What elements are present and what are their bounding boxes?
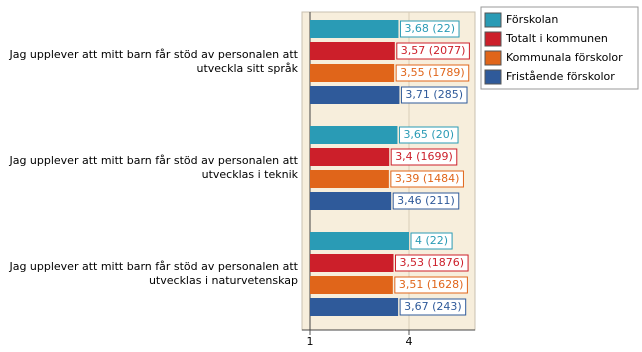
x-tick-label: 4 bbox=[406, 335, 413, 348]
data-label-box bbox=[398, 126, 459, 144]
data-label: 3,53 (1876) bbox=[399, 256, 464, 269]
data-label-box bbox=[394, 254, 469, 272]
bar bbox=[310, 298, 399, 316]
legend-swatch bbox=[484, 69, 502, 85]
category-label: Jag upplever att mitt barn får stöd av p… bbox=[9, 260, 298, 287]
data-label-box bbox=[399, 298, 467, 316]
legend-label: Kommunala förskolor bbox=[506, 51, 623, 64]
data-label: 3,39 (1484) bbox=[395, 172, 460, 185]
bar bbox=[310, 86, 400, 104]
data-label-box bbox=[395, 64, 470, 82]
data-label: 3,4 (1699) bbox=[395, 150, 453, 163]
bar bbox=[310, 254, 394, 272]
bar bbox=[310, 64, 395, 82]
data-label: 3,67 (243) bbox=[404, 300, 462, 313]
data-label-box bbox=[390, 170, 464, 188]
data-label: 3,71 (285) bbox=[405, 88, 463, 101]
bar bbox=[310, 170, 389, 188]
bar bbox=[310, 20, 399, 38]
data-label-box bbox=[400, 86, 468, 104]
data-label-box bbox=[392, 192, 460, 210]
legend-swatch bbox=[484, 31, 502, 47]
data-label: 3,46 (211) bbox=[397, 194, 455, 207]
bar bbox=[310, 192, 392, 210]
data-label-box bbox=[410, 232, 453, 250]
data-label: 3,55 (1789) bbox=[400, 66, 465, 79]
data-label: 4 (22) bbox=[415, 234, 448, 247]
legend-label: Förskolan bbox=[506, 13, 558, 26]
legend-label: Totalt i kommunen bbox=[505, 32, 608, 45]
bar bbox=[310, 42, 395, 60]
bar bbox=[310, 148, 390, 166]
x-tick-label: 1 bbox=[307, 335, 314, 348]
data-label-box bbox=[390, 148, 458, 166]
legend-swatch bbox=[484, 12, 502, 28]
legend-label: Fristående förskolor bbox=[506, 70, 615, 83]
data-label-box bbox=[399, 20, 460, 38]
legend-box bbox=[480, 6, 639, 90]
data-label: 3,57 (2077) bbox=[401, 44, 466, 57]
bar bbox=[310, 232, 409, 250]
data-label: 3,51 (1628) bbox=[399, 278, 464, 291]
data-label: 3,68 (22) bbox=[404, 22, 455, 35]
bar bbox=[310, 126, 398, 144]
category-label: Jag upplever att mitt barn får stöd av p… bbox=[9, 154, 298, 181]
category-label: Jag upplever att mitt barn får stöd av p… bbox=[9, 48, 298, 75]
legend-swatch bbox=[484, 50, 502, 66]
bar bbox=[310, 276, 393, 294]
data-label-box bbox=[394, 276, 468, 294]
data-label-box bbox=[396, 42, 470, 60]
data-label: 3,65 (20) bbox=[403, 128, 454, 141]
